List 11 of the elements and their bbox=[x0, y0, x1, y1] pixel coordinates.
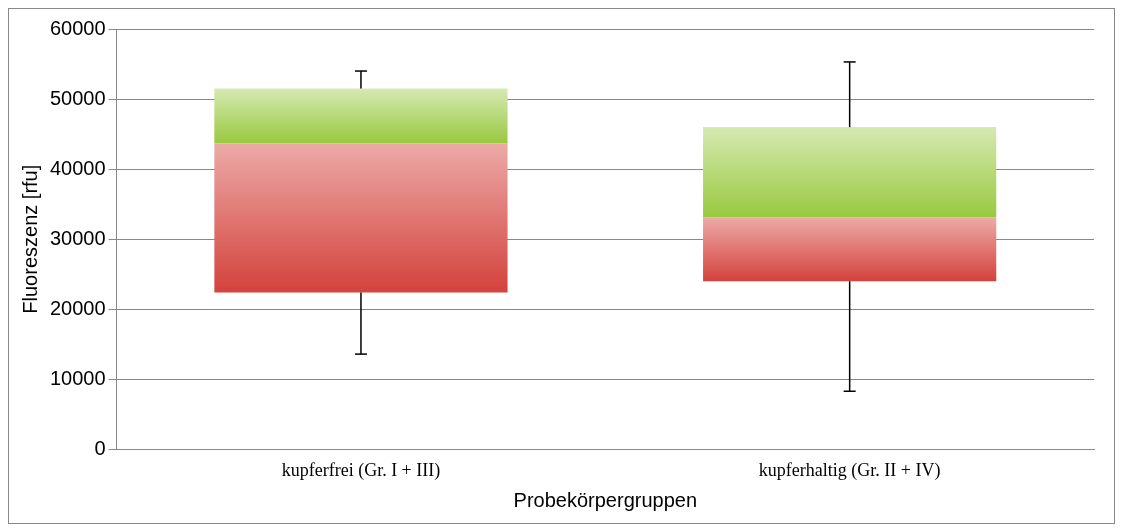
y-axis-title: Fluoreszenz [rfu] bbox=[18, 164, 41, 314]
x-axis-title: Probekörpergruppen bbox=[513, 488, 698, 511]
y-tick-label: 30000 bbox=[49, 226, 106, 249]
y-tick-label: 20000 bbox=[49, 296, 106, 319]
y-tick-label: 10000 bbox=[49, 366, 106, 389]
y-tick-label: 40000 bbox=[49, 156, 106, 179]
y-tick-label: 50000 bbox=[49, 86, 106, 109]
y-tick-label: 0 bbox=[94, 436, 106, 459]
y-tick-label: 60000 bbox=[49, 16, 106, 39]
x-tick-label: kupferfrei (Gr. I + III) bbox=[281, 459, 441, 481]
x-tick-label: kupferhaltig (Gr. II + IV) bbox=[758, 459, 941, 481]
